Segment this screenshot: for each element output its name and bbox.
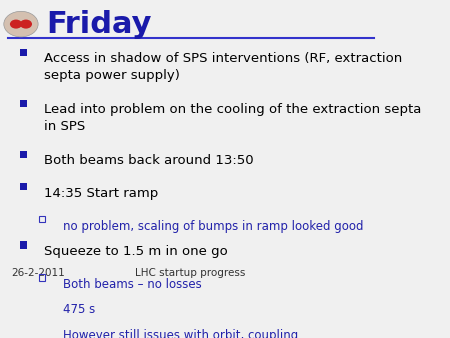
Bar	[20, 100, 27, 107]
Text: 26-2-2011: 26-2-2011	[11, 268, 65, 278]
Circle shape	[4, 11, 38, 37]
Circle shape	[20, 20, 32, 29]
Bar	[39, 325, 45, 332]
Text: 14:35 Start ramp: 14:35 Start ramp	[44, 187, 158, 200]
Text: Both beams – no losses: Both beams – no losses	[63, 278, 202, 291]
Text: Friday: Friday	[46, 9, 151, 39]
Text: Lead into problem on the cooling of the extraction septa
in SPS: Lead into problem on the cooling of the …	[44, 103, 421, 134]
Text: LHC startup progress: LHC startup progress	[135, 268, 246, 278]
Text: Both beams back around 13:50: Both beams back around 13:50	[44, 154, 253, 167]
Bar	[20, 183, 27, 190]
Bar	[20, 241, 27, 248]
Text: 475 s: 475 s	[63, 303, 95, 316]
Bar	[20, 49, 27, 56]
Bar	[39, 274, 45, 281]
Text: However still issues with orbit, coupling…: However still issues with orbit, couplin…	[63, 329, 310, 338]
Bar	[39, 216, 45, 222]
Circle shape	[10, 20, 22, 29]
Text: Access in shadow of SPS interventions (RF, extraction
septa power supply): Access in shadow of SPS interventions (R…	[44, 52, 402, 82]
Bar	[20, 151, 27, 158]
Text: no problem, scaling of bumps in ramp looked good: no problem, scaling of bumps in ramp loo…	[63, 220, 364, 233]
Bar	[39, 300, 45, 306]
Text: Squeeze to 1.5 m in one go: Squeeze to 1.5 m in one go	[44, 245, 228, 258]
